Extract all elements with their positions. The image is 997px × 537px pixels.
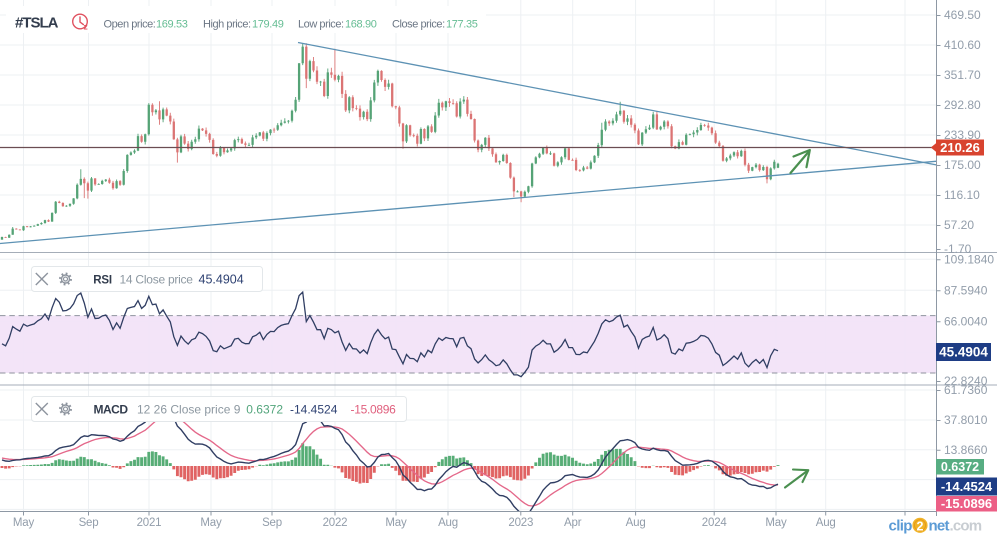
svg-text:RSI: RSI [93,275,112,287]
svg-text:12 26 Close price 9: 12 26 Close price 9 [137,403,241,417]
svg-text:45.4904: 45.4904 [939,344,988,359]
svg-text:87.5940: 87.5940 [944,283,988,297]
svg-text:Sep: Sep [79,517,99,529]
svg-text:469.50: 469.50 [944,8,981,22]
svg-text:High price:: High price: [203,19,251,31]
svg-text:13.8660: 13.8660 [944,443,988,457]
svg-text:Aug: Aug [626,517,646,529]
svg-text:-15.0896: -15.0896 [941,496,992,511]
svg-text:Open price:: Open price: [104,19,156,31]
svg-text:-14.4524: -14.4524 [941,479,993,494]
svg-text:109.1840: 109.1840 [944,252,994,266]
svg-text:57.20: 57.20 [944,218,974,232]
svg-text:0.6372: 0.6372 [941,460,979,474]
svg-text:net: net [929,518,950,535]
svg-text:179.49: 179.49 [252,19,284,31]
svg-text:May: May [385,517,407,529]
svg-text:0.6372: 0.6372 [246,403,283,417]
svg-text:292.80: 292.80 [944,98,981,112]
svg-text:177.35: 177.35 [446,19,478,31]
svg-text:2: 2 [917,519,924,533]
svg-text:-1.70: -1.70 [944,242,972,256]
svg-text:2023: 2023 [508,517,533,529]
svg-text:351.70: 351.70 [944,68,981,82]
svg-text:61.7360: 61.7360 [944,383,988,397]
svg-text:22.8240: 22.8240 [944,374,988,388]
svg-text:2022: 2022 [323,517,348,529]
svg-text:.com: .com [950,518,982,535]
svg-text:-15.0896: -15.0896 [351,403,397,417]
svg-text:MACD: MACD [94,403,129,417]
svg-text:May: May [765,517,787,529]
svg-text:Aug: Aug [816,517,836,529]
svg-text:175.00: 175.00 [944,158,981,172]
svg-text:Apr: Apr [564,517,582,529]
svg-text:233.90: 233.90 [944,128,981,142]
svg-text:z: z [84,21,88,31]
svg-text:#TSLA: #TSLA [15,15,59,32]
svg-text:2024: 2024 [702,517,728,529]
svg-text:-14.4524: -14.4524 [290,403,338,417]
svg-text:Low price:: Low price: [298,19,344,31]
svg-text:410.60: 410.60 [944,38,981,52]
svg-text:37.8010: 37.8010 [944,413,988,427]
svg-text:Sep: Sep [262,517,282,529]
svg-text:Aug: Aug [438,517,458,529]
svg-text:May: May [13,517,35,529]
svg-text:2021: 2021 [137,517,162,529]
svg-text:168.90: 168.90 [345,19,377,31]
svg-text:169.53: 169.53 [156,19,188,31]
svg-text:May: May [200,517,222,529]
svg-text:210.26: 210.26 [940,140,980,155]
svg-text:14 Close price: 14 Close price [120,273,194,287]
svg-text:66.0040: 66.0040 [944,314,988,328]
svg-text:Close price:: Close price: [392,19,445,31]
svg-text:45.4904: 45.4904 [199,273,244,287]
svg-text:116.10: 116.10 [944,188,980,202]
svg-text:clip: clip [889,518,913,535]
